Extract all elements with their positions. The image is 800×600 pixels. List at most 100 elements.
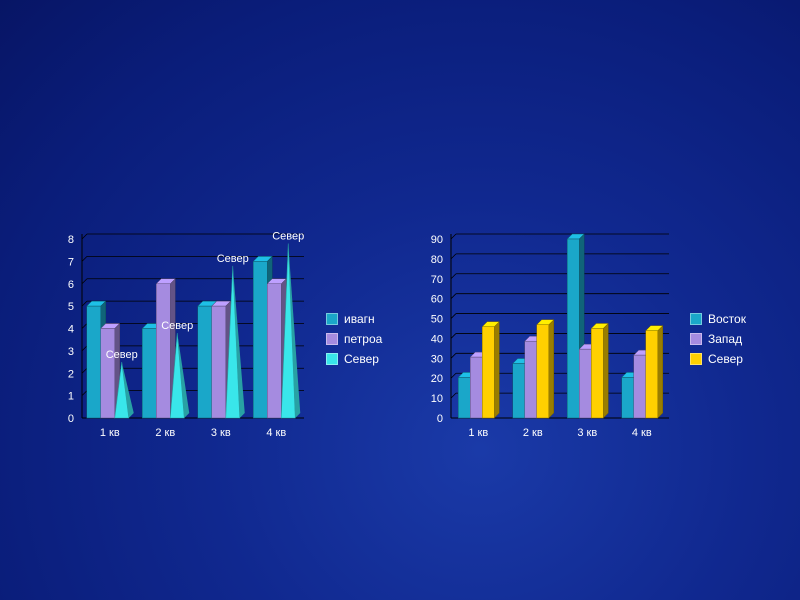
bar <box>512 363 525 419</box>
legend-swatch-west <box>690 333 702 345</box>
legend-label-east: Восток <box>708 312 746 326</box>
bar <box>482 326 495 419</box>
legend-swatch-north <box>690 353 702 365</box>
legend-label-north: Север <box>708 352 743 366</box>
bar <box>645 330 658 419</box>
x-tick-label: 1 кв <box>468 427 488 439</box>
bar-side <box>603 322 609 419</box>
gridline-depth <box>81 323 88 329</box>
legend-swatch-series-2 <box>326 333 338 345</box>
legend-right: Восток Запад Север <box>690 309 746 369</box>
y-tick-label: 0 <box>437 413 443 425</box>
gridline-depth <box>450 353 457 359</box>
y-tick-label: 70 <box>431 274 443 286</box>
y-tick-label: 4 <box>68 324 74 336</box>
bar <box>633 354 646 419</box>
bar <box>591 328 604 419</box>
y-tick-label: 1 <box>68 391 74 403</box>
gridline-depth <box>81 233 88 240</box>
x-tick-label: 4 кв <box>266 427 286 439</box>
legend-item-series-3: Север <box>326 349 382 369</box>
bar <box>579 348 592 419</box>
y-tick-label: 40 <box>431 333 443 345</box>
legend-left: ивагн петроа Север <box>326 309 382 369</box>
y-tick-label: 30 <box>431 353 443 365</box>
bar <box>253 261 268 419</box>
y-tick-label: 60 <box>431 294 443 306</box>
chart-right: 0 10 20 30 40 50 60 70 80 90 1 кв 2 кв 3 кв 4 кв <box>431 233 669 439</box>
x-tick-label: 2 кв <box>155 427 175 439</box>
bar <box>156 283 171 419</box>
gridline-depth <box>450 233 457 240</box>
bar <box>470 356 483 419</box>
y-tick-label: 7 <box>68 256 74 268</box>
y-tick-label: 6 <box>68 279 74 291</box>
cone-side <box>121 362 134 418</box>
gridline-depth <box>450 273 457 280</box>
bar-side <box>548 319 554 419</box>
y-tick-label: 90 <box>431 234 443 246</box>
legend-item-east: Восток <box>690 309 746 329</box>
y-tick-label: 0 <box>68 413 74 425</box>
cone-side <box>232 265 245 418</box>
cone-side <box>288 243 301 418</box>
gridline-depth <box>450 333 457 339</box>
gridline-depth <box>81 367 88 374</box>
legend-item-series-1: ивагн <box>326 309 382 329</box>
legend-item-north: Север <box>690 349 746 369</box>
bar <box>197 305 212 419</box>
gridline-depth <box>81 278 88 285</box>
gridline-depth <box>81 300 88 307</box>
y-tick-label: 8 <box>68 234 74 246</box>
bar <box>567 238 580 419</box>
y-tick-label: 20 <box>431 373 443 385</box>
cone-side <box>177 332 190 418</box>
bar <box>267 283 282 419</box>
bar <box>100 328 115 419</box>
legend-swatch-east <box>690 313 702 325</box>
cone-mark <box>114 362 130 419</box>
gridline-depth <box>450 372 457 379</box>
chart-left: 0 1 2 3 4 5 6 7 8 Север 1 кв Север 2 кв Север 3 кв Севе… <box>68 230 304 439</box>
data-label: Север <box>106 349 138 361</box>
bar <box>536 324 549 419</box>
x-tick-label: 4 кв <box>632 427 652 439</box>
legend-item-west: Запад <box>690 329 746 349</box>
data-label: Север <box>161 320 193 332</box>
x-tick-label: 3 кв <box>211 427 231 439</box>
bar <box>524 340 537 419</box>
legend-label-series-3: Север <box>344 352 379 366</box>
bar <box>142 328 157 419</box>
legend-item-series-2: петроа <box>326 329 382 349</box>
gridline-depth <box>81 256 88 262</box>
x-tick-label: 1 кв <box>100 427 120 439</box>
bar <box>458 377 471 419</box>
y-tick-label: 80 <box>431 254 443 266</box>
x-tick-label: 2 кв <box>523 427 543 439</box>
y-tick-label: 3 <box>68 346 74 358</box>
legend-label-west: Запад <box>708 332 743 346</box>
legend-swatch-series-3 <box>326 353 338 365</box>
gridline-depth <box>450 313 457 319</box>
bar-side <box>494 321 500 419</box>
legend-label-series-1: ивагн <box>344 312 375 326</box>
gridline-depth <box>81 390 88 396</box>
gridline-depth <box>450 293 457 299</box>
x-tick-label: 3 кв <box>577 427 597 439</box>
y-tick-label: 2 <box>68 368 74 380</box>
data-label: Север <box>217 253 249 265</box>
y-tick-label: 50 <box>431 314 443 326</box>
data-label: Север <box>272 230 304 242</box>
bar <box>86 305 101 419</box>
bar-side <box>657 325 663 419</box>
legend-swatch-series-1 <box>326 313 338 325</box>
gridline-depth <box>81 345 88 352</box>
y-tick-label: 10 <box>431 393 443 405</box>
gridline-depth <box>450 392 457 399</box>
legend-label-series-2: петроа <box>344 332 383 346</box>
bar <box>621 377 634 419</box>
bar <box>211 305 226 419</box>
y-tick-label: 5 <box>68 301 74 313</box>
gridline-depth <box>450 253 457 260</box>
